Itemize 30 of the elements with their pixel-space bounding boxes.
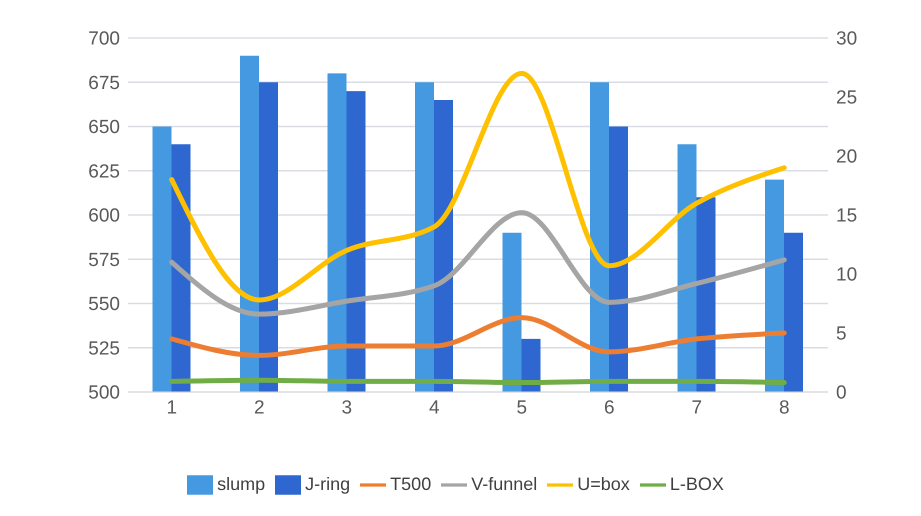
y-tick-label: 500 (88, 382, 120, 404)
y-tick-label: 700 (88, 28, 120, 50)
x-tick-label: 1 (166, 397, 178, 418)
y-tick-label: 625 (88, 161, 120, 182)
x-tick-label: 8 (778, 397, 790, 418)
legend-label: V-funnel (471, 474, 538, 494)
y-tick-label: 575 (88, 250, 120, 271)
legend-label: L-BOX (670, 474, 724, 494)
legend-label: U=box (577, 474, 630, 494)
x-tick-label: 4 (428, 397, 440, 418)
legend-label: J-ring (305, 474, 350, 494)
x-tick-label: 7 (691, 397, 702, 418)
y-tick-label: 650 (88, 117, 120, 138)
y-tick-label: 600 (88, 206, 120, 227)
x-tick-label: 5 (516, 397, 528, 418)
y2-tick-label: 15 (836, 206, 858, 227)
y2-tick-label: 20 (836, 146, 858, 168)
x-tick-label: 2 (254, 397, 265, 418)
y-tick-label: 550 (88, 294, 120, 316)
y2-tick-label: 10 (836, 264, 858, 286)
y-tick-label: 525 (88, 338, 120, 360)
y2-tick-label: 25 (836, 88, 858, 109)
legend-label: T500 (390, 474, 432, 494)
y2-tick-label: 0 (836, 382, 847, 404)
y-tick-label: 675 (88, 72, 120, 94)
y2-tick-label: 5 (836, 324, 847, 345)
y2-tick-label: 30 (836, 28, 858, 50)
x-tick-label: 6 (604, 397, 615, 418)
x-tick-label: 3 (341, 397, 352, 418)
legend-label: slump (217, 474, 266, 494)
